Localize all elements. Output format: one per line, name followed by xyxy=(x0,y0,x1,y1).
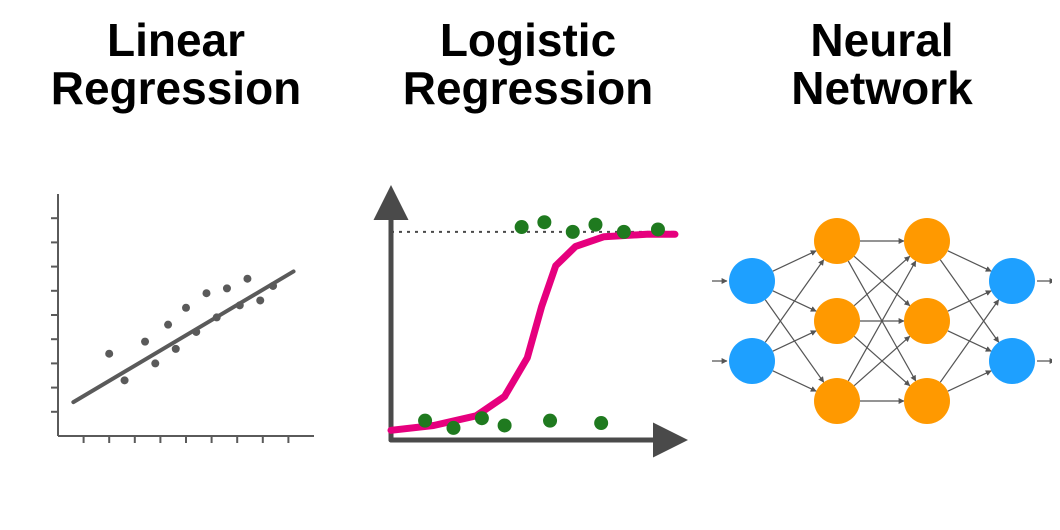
chart-linear-svg xyxy=(26,176,326,466)
title-line: Regression xyxy=(403,64,654,112)
panel-title-neural: Neural Network xyxy=(791,16,972,113)
panel-linear-regression: Linear Regression xyxy=(0,0,352,530)
title-line: Neural xyxy=(791,16,972,64)
title-line: Logistic xyxy=(403,16,654,64)
diagram-neural-svg xyxy=(712,186,1052,456)
figure-neural xyxy=(712,113,1052,530)
panels-row: Linear Regression Logistic Regression Ne… xyxy=(0,0,1060,530)
title-line: Regression xyxy=(51,64,302,112)
chart-logistic-svg xyxy=(363,176,693,466)
panel-logistic-regression: Logistic Regression xyxy=(352,0,704,530)
panel-title-linear: Linear Regression xyxy=(51,16,302,113)
figure-logistic xyxy=(360,113,696,530)
title-line: Network xyxy=(791,64,972,112)
title-line: Linear xyxy=(51,16,302,64)
figure-linear xyxy=(8,113,344,530)
panel-neural-network: Neural Network xyxy=(704,0,1060,530)
panel-title-logistic: Logistic Regression xyxy=(403,16,654,113)
